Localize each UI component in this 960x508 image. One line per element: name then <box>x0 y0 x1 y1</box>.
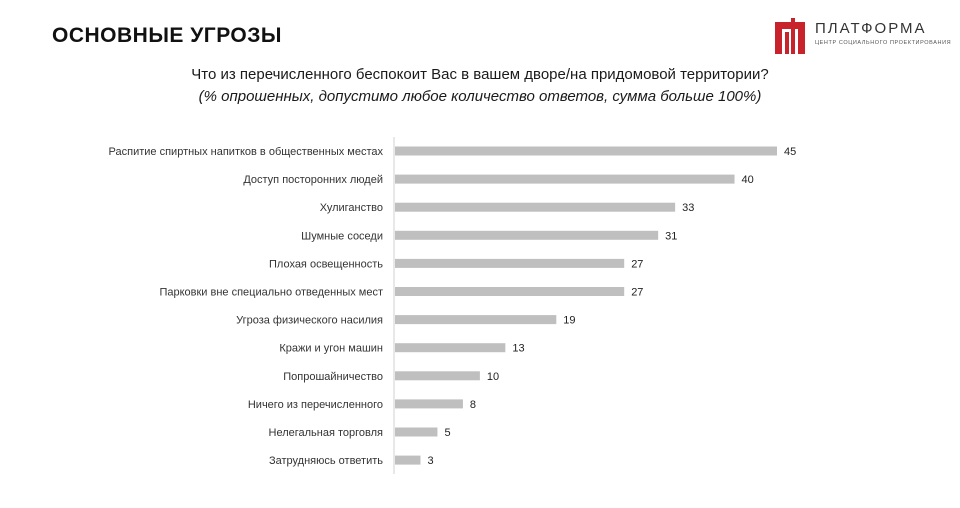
category-label: Парковки вне специально отведенных мест <box>159 287 383 299</box>
category-label: Кражи и угон машин <box>279 343 383 355</box>
logo-subtitle: ЦЕНТР СОЦИАЛЬНОГО ПРОЕКТИРОВАНИЯ <box>815 40 952 46</box>
chart-title: Что из перечисленного беспокоит Вас в ва… <box>191 66 769 83</box>
bar <box>395 399 463 409</box>
data-label: 31 <box>665 230 677 242</box>
category-label: Плохая освещенность <box>269 258 383 270</box>
data-label: 3 <box>427 455 433 467</box>
bar <box>395 427 438 437</box>
category-label: Затрудняюсь ответить <box>269 455 383 467</box>
category-label: Шумные соседи <box>301 230 383 242</box>
category-label: Нелегальная торговля <box>269 427 384 439</box>
bar <box>395 343 506 353</box>
data-label: 13 <box>512 343 524 355</box>
bar <box>395 174 735 184</box>
data-label: 27 <box>631 287 643 299</box>
data-label: 8 <box>470 399 476 411</box>
category-label: Попрошайничество <box>283 371 383 383</box>
category-label: Угроза физического насилия <box>236 315 383 327</box>
bar <box>395 146 777 156</box>
data-label: 10 <box>487 371 499 383</box>
page-title: ОСНОВНЫЕ УГРОЗЫ <box>52 24 282 47</box>
bar <box>395 287 625 296</box>
bar <box>395 230 659 240</box>
data-label: 5 <box>444 427 450 439</box>
data-label: 27 <box>631 258 643 270</box>
platforma-logo-icon <box>775 18 805 54</box>
bar <box>395 315 557 325</box>
bar <box>395 202 676 212</box>
bar <box>395 258 625 268</box>
category-label: Хулиганство <box>320 202 383 214</box>
category-label: Ничего из перечисленного <box>248 399 383 411</box>
bar <box>395 371 480 381</box>
logo: ПЛАТФОРМА ЦЕНТР СОЦИАЛЬНОГО ПРОЕКТИРОВАН… <box>775 18 951 58</box>
data-label: 45 <box>784 146 796 158</box>
data-label: 40 <box>742 174 754 186</box>
data-label: 19 <box>563 315 575 327</box>
category-label: Распитие спиртных напитков в общественны… <box>109 146 384 158</box>
chart-subtitle: (% опрошенных, допустимо любое количеств… <box>198 88 762 105</box>
category-label: Доступ посторонних людей <box>243 174 383 186</box>
bar <box>395 455 421 465</box>
logo-name: ПЛАТФОРМА <box>815 20 927 37</box>
data-label: 33 <box>682 202 694 214</box>
